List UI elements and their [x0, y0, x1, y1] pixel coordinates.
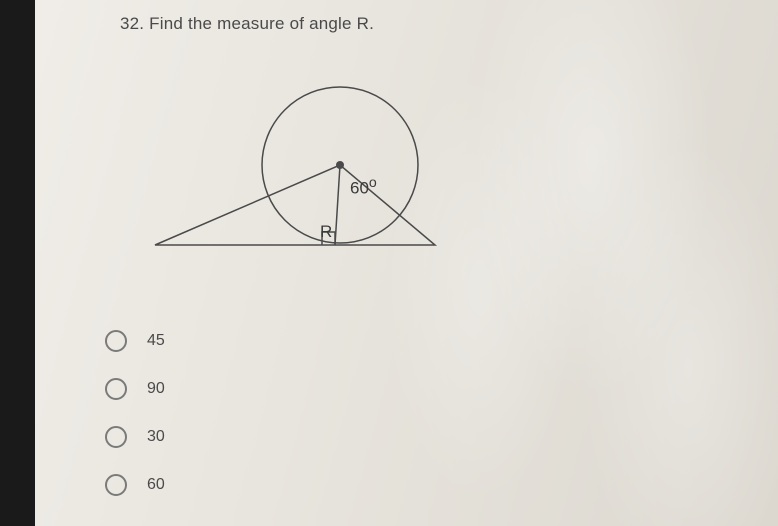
- option-2[interactable]: 30: [105, 426, 165, 448]
- question-number: 32.: [120, 14, 144, 33]
- question-text-body: Find the measure of angle R.: [149, 14, 374, 33]
- radio-icon: [105, 426, 127, 448]
- option-1[interactable]: 90: [105, 378, 165, 400]
- angle-degree-symbol: o: [369, 175, 377, 191]
- option-label: 30: [147, 428, 165, 446]
- figure-svg: [135, 60, 455, 280]
- question-prompt: 32. Find the measure of angle R.: [120, 14, 374, 34]
- page-surface: 32. Find the measure of angle R. 60o R 4…: [35, 0, 778, 526]
- option-label: 45: [147, 332, 165, 350]
- option-label: 60: [147, 476, 165, 494]
- option-3[interactable]: 60: [105, 474, 165, 496]
- figure-center-dot: [336, 161, 344, 169]
- vertex-R-label: R: [320, 222, 332, 242]
- geometry-figure: 60o R: [135, 60, 455, 280]
- option-label: 90: [147, 380, 165, 398]
- figure-triangle: [155, 165, 435, 245]
- angle-value: 60: [350, 179, 369, 198]
- radio-icon: [105, 330, 127, 352]
- radio-icon: [105, 474, 127, 496]
- angle-60-label: 60o: [350, 175, 377, 199]
- radio-icon: [105, 378, 127, 400]
- option-0[interactable]: 45: [105, 330, 165, 352]
- answer-options: 45 90 30 60: [105, 330, 165, 496]
